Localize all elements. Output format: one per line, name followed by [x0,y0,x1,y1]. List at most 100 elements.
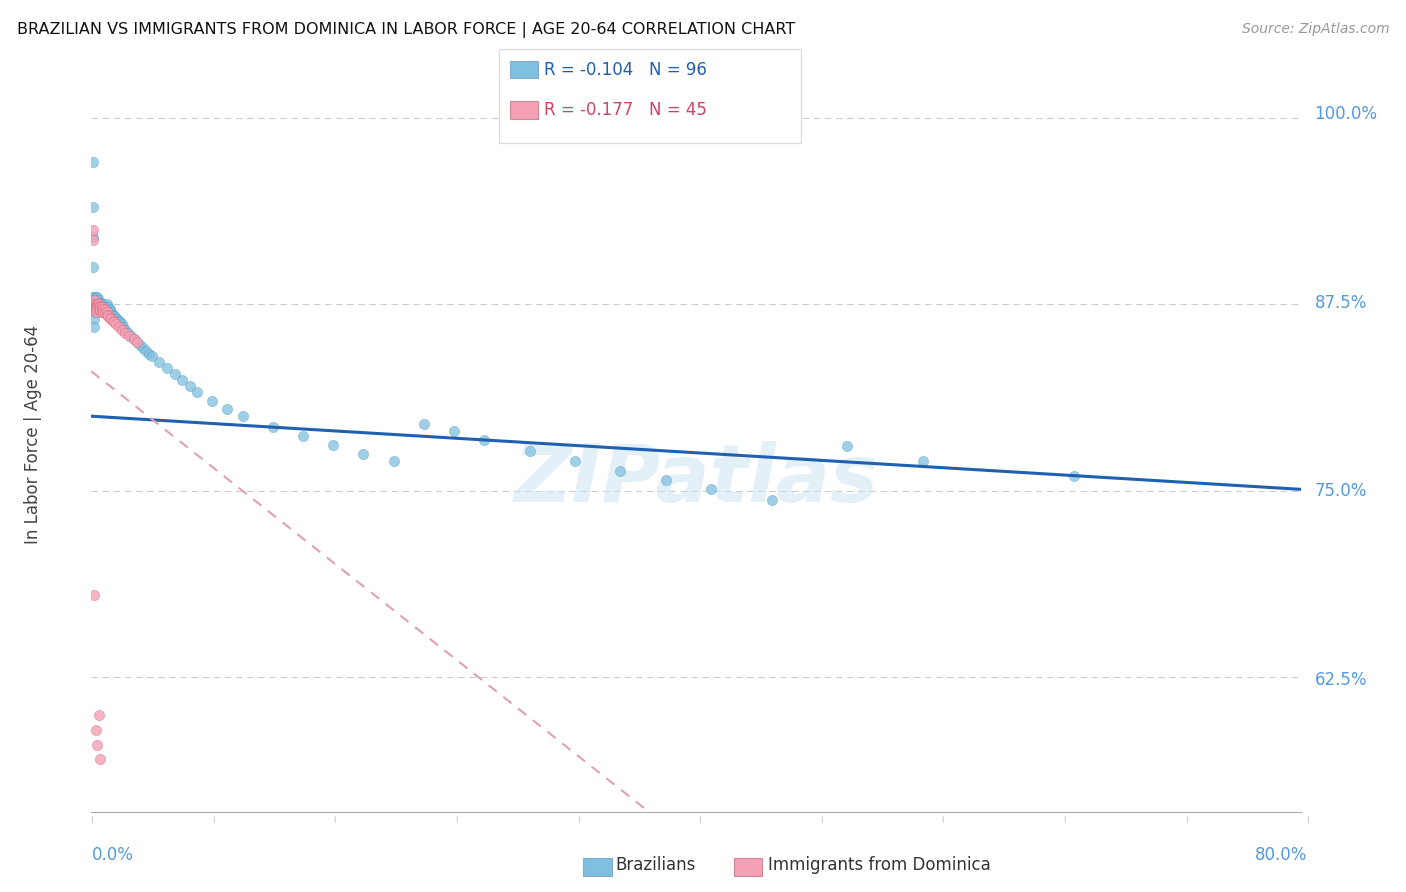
Point [89,295,111,310]
Text: 75.0%: 75.0% [1315,483,1367,500]
Point [87,297,110,311]
Point [89,300,111,314]
Point [413,417,436,431]
Point [104,310,127,325]
Point [101,313,124,327]
Point [84,299,107,313]
Point [86,301,108,316]
Text: |: | [456,816,457,823]
Point [89,299,111,313]
Point [98,304,121,318]
Point [105,312,128,326]
Text: BRAZILIAN VS IMMIGRANTS FROM DOMINICA IN LABOR FORCE | AGE 20-64 CORRELATION CHA: BRAZILIAN VS IMMIGRANTS FROM DOMINICA IN… [17,22,796,38]
Point [89,303,111,318]
Point [564,454,586,468]
Point [89,299,111,313]
Point [91,301,114,316]
Point [103,309,125,323]
Point [472,433,495,447]
Text: 0.0%: 0.0% [91,846,134,863]
Point [84,299,107,313]
Point [86,300,108,314]
Point [83,297,105,311]
Point [172,373,194,387]
Point [83,304,105,318]
Text: ZIPatlas: ZIPatlas [513,441,879,519]
Point [82,200,104,214]
Point [186,385,208,400]
Point [86,297,108,311]
Point [93,303,115,318]
Point [128,337,150,351]
Point [87,295,110,310]
Point [82,222,104,236]
Point [84,293,107,307]
Point [83,297,105,311]
Point [93,300,115,314]
Point [84,304,107,318]
Point [84,304,107,318]
Point [94,299,117,313]
Point [83,297,105,311]
Point [86,297,108,311]
Point [217,401,239,416]
Point [93,297,115,311]
Point [86,290,108,304]
Point [84,297,107,311]
Point [89,297,111,311]
Point [352,446,374,460]
Point [107,313,129,327]
Point [91,297,114,311]
Text: Source: ZipAtlas.com: Source: ZipAtlas.com [1241,22,1389,37]
Point [97,309,120,323]
Point [125,334,148,349]
Point [100,308,122,322]
Point [86,293,108,307]
Text: |: | [699,816,700,823]
Point [201,394,224,409]
Point [83,319,105,334]
Text: |: | [1185,816,1187,823]
Point [83,293,105,307]
Point [122,332,145,346]
Point [132,341,155,355]
Point [609,464,631,478]
Point [138,346,160,360]
Point [82,230,104,244]
Point [96,297,118,311]
Point [83,290,105,304]
Point [91,300,114,314]
Point [91,301,114,316]
Text: 100.0%: 100.0% [1315,105,1378,123]
Point [104,317,127,331]
Point [443,424,465,438]
Point [101,308,124,322]
Point [94,303,117,318]
Text: R = -0.104   N = 96: R = -0.104 N = 96 [544,61,707,78]
Point [82,290,104,304]
Point [82,260,104,274]
Point [111,317,132,331]
Point [84,723,107,737]
Point [114,323,136,337]
Point [114,326,136,340]
Point [91,304,114,318]
Point [96,304,118,318]
Point [911,454,934,468]
Point [97,300,120,314]
Point [112,319,135,334]
Point [87,301,110,316]
Point [1063,469,1085,483]
Point [120,328,142,343]
Point [97,303,120,318]
Point [84,290,107,304]
Point [519,443,541,458]
Point [141,350,163,364]
Point [262,419,284,434]
Point [98,301,121,316]
Point [84,301,107,316]
Point [86,295,108,310]
Point [100,312,122,326]
Point [91,299,114,313]
Point [179,379,201,393]
